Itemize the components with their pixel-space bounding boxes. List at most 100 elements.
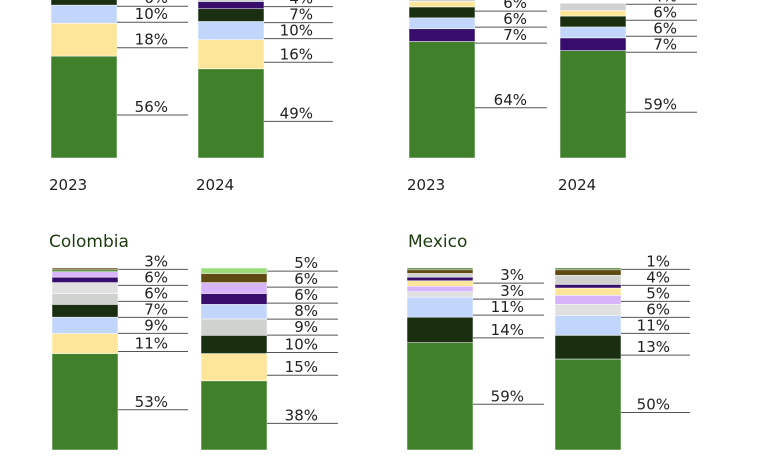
value-label: 6% [294, 286, 318, 304]
value-label: 53% [135, 393, 168, 411]
value-label: 4% [646, 268, 670, 286]
bar-segment [51, 293, 119, 305]
category-label: 2023 [407, 176, 445, 194]
bar-segment [50, 0, 118, 6]
bar-segment [406, 267, 474, 271]
bar-segment [51, 304, 119, 318]
bar-segment [200, 293, 268, 305]
value-label: 50% [637, 396, 670, 414]
value-label: 16% [280, 45, 313, 63]
value-label: 10% [285, 335, 318, 353]
value-label: 56% [135, 98, 168, 116]
bar-segment [51, 276, 119, 283]
value-label: 7% [653, 35, 677, 53]
value-label: 64% [494, 91, 527, 109]
bar-segment [197, 8, 265, 22]
value-label: 6% [653, 3, 677, 21]
bar-segment [197, 1, 265, 10]
bar-segment [408, 28, 476, 42]
value-label: 38% [285, 406, 318, 424]
bar-segment [559, 15, 627, 28]
value-label: 3% [500, 282, 524, 300]
bar-segment [406, 269, 474, 274]
category-label: 2023 [50, 468, 88, 470]
bar-segment [200, 282, 268, 294]
value-label: 4% [653, 0, 677, 5]
bar-segment [408, 17, 476, 30]
bar-segment [408, 6, 476, 19]
value-label: 5% [294, 254, 318, 272]
bar-segment [200, 318, 268, 336]
category-label: 2024 [199, 468, 237, 470]
value-label: 4% [289, 0, 313, 8]
bar-segment [51, 267, 119, 271]
bar-segment [406, 291, 474, 298]
value-label: 11% [491, 298, 524, 316]
bar-segment [51, 282, 119, 294]
category-label: 2024 [196, 176, 234, 194]
bar-segment [200, 335, 268, 354]
value-label: 6% [646, 300, 670, 318]
bar-segment [554, 295, 622, 305]
bar-segment [200, 304, 268, 320]
value-label: 11% [135, 335, 168, 353]
bar-segment [200, 353, 268, 382]
bar-segment [50, 4, 118, 24]
bar-segment [200, 273, 268, 283]
category-label: 2024 [558, 176, 596, 194]
bar-segment [51, 271, 119, 278]
value-label: 7% [144, 300, 168, 318]
bar-segment [554, 269, 622, 276]
bar-segment [406, 280, 474, 287]
bar-segment [554, 267, 622, 271]
bar-segment [559, 3, 627, 11]
value-label: 9% [294, 318, 318, 336]
value-label: 6% [294, 270, 318, 288]
value-label: 59% [644, 95, 677, 113]
value-label: 13% [637, 338, 670, 356]
bar-segment [51, 353, 119, 451]
value-label: 15% [285, 358, 318, 376]
value-label: 7% [503, 26, 527, 44]
value-label: 6% [503, 0, 527, 12]
bar-segment [554, 287, 622, 296]
bar-segment [559, 37, 627, 51]
value-label: 11% [637, 316, 670, 334]
category-label: 2023 [49, 176, 87, 194]
value-label: 10% [280, 22, 313, 40]
bar-segment [51, 269, 119, 272]
bar-segment [51, 316, 119, 334]
value-label: 59% [491, 387, 524, 405]
bar-segment [406, 285, 474, 292]
bar-segment [554, 315, 622, 336]
value-label: 1% [646, 252, 670, 270]
value-label: 6% [653, 19, 677, 37]
bar-segment [554, 275, 622, 285]
bar-segment [50, 23, 118, 57]
category-label: 2024 [553, 468, 591, 470]
value-label: 49% [280, 104, 313, 122]
bar-segment [406, 316, 474, 343]
bar-segment [406, 273, 474, 278]
bar-segment [559, 10, 627, 17]
bar-segment [554, 284, 622, 289]
bar-segment [554, 358, 622, 451]
value-label: 10% [135, 5, 168, 23]
value-label: 7% [289, 6, 313, 24]
bar-segment [408, 1, 476, 8]
bar-segment [197, 68, 265, 159]
value-label: 9% [144, 316, 168, 334]
bar-segment [200, 267, 268, 274]
bar-segment [197, 0, 265, 2]
bar-segment [197, 39, 265, 70]
bar-segment [408, 0, 476, 2]
bar-segment [554, 335, 622, 360]
bar-segment [559, 26, 627, 39]
value-label: 6% [144, 268, 168, 286]
value-label: 6% [503, 10, 527, 28]
bar-segment [50, 55, 118, 159]
panel-title: Colombia [49, 232, 129, 252]
bar-segment [406, 342, 474, 451]
panel-title: Mexico [408, 232, 467, 252]
value-label: 6% [144, 284, 168, 302]
